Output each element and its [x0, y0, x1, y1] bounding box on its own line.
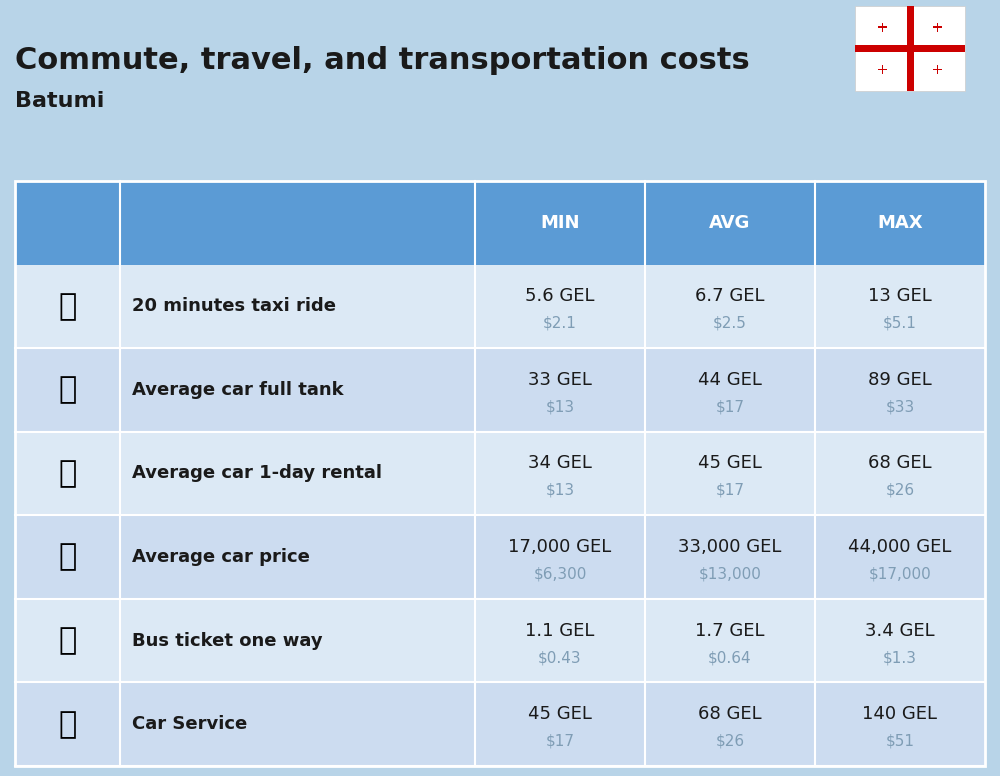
Text: MAX: MAX	[877, 213, 923, 232]
Bar	[15, 431, 985, 515]
Text: $5.1: $5.1	[883, 316, 917, 331]
Text: 6.7 GEL: 6.7 GEL	[695, 287, 765, 306]
Text: 1.1 GEL: 1.1 GEL	[525, 622, 595, 639]
Text: $26: $26	[885, 483, 915, 498]
Bar	[15, 181, 985, 265]
Text: $1.3: $1.3	[883, 650, 917, 665]
Bar	[15, 599, 985, 682]
Text: $0.64: $0.64	[708, 650, 752, 665]
Text: 🚗: 🚗	[58, 542, 77, 572]
Bar	[15, 348, 985, 431]
Bar	[15, 265, 985, 348]
Bar	[855, 6, 965, 91]
Text: 68 GEL: 68 GEL	[698, 705, 762, 723]
Text: $13,000: $13,000	[699, 566, 761, 581]
Bar	[0, 0, 1000, 181]
Bar	[937, 65, 938, 74]
Bar	[15, 181, 475, 265]
Text: 🚙: 🚙	[58, 459, 77, 488]
Text: 13 GEL: 13 GEL	[868, 287, 932, 306]
Text: 140 GEL: 140 GEL	[862, 705, 938, 723]
Bar	[15, 515, 985, 599]
Text: 3.4 GEL: 3.4 GEL	[865, 622, 935, 639]
Text: AVG: AVG	[709, 213, 751, 232]
Bar	[937, 23, 938, 32]
Bar	[878, 69, 887, 71]
Text: $2.5: $2.5	[713, 316, 747, 331]
Text: 45 GEL: 45 GEL	[528, 705, 592, 723]
Text: 44 GEL: 44 GEL	[698, 371, 762, 389]
Text: $13: $13	[545, 483, 575, 498]
Text: Average car price: Average car price	[132, 548, 310, 566]
Text: Commute, travel, and transportation costs: Commute, travel, and transportation cost…	[15, 46, 750, 75]
Text: 33 GEL: 33 GEL	[528, 371, 592, 389]
Text: Average car full tank: Average car full tank	[132, 381, 344, 399]
Text: 🚌: 🚌	[58, 626, 77, 655]
Bar	[933, 69, 942, 71]
Text: 33,000 GEL: 33,000 GEL	[678, 538, 782, 556]
Bar	[15, 682, 985, 766]
Text: Average car 1-day rental: Average car 1-day rental	[132, 465, 382, 483]
Text: 44,000 GEL: 44,000 GEL	[848, 538, 952, 556]
Text: Bus ticket one way: Bus ticket one way	[132, 632, 323, 650]
Bar	[907, 6, 914, 91]
Bar	[15, 181, 985, 766]
Bar	[933, 26, 942, 28]
Text: $0.43: $0.43	[538, 650, 582, 665]
Bar	[15, 181, 985, 766]
Text: Car Service: Car Service	[132, 715, 247, 733]
Text: 1.7 GEL: 1.7 GEL	[695, 622, 765, 639]
Text: 89 GEL: 89 GEL	[868, 371, 932, 389]
Bar	[878, 26, 887, 28]
Text: ⛽: ⛽	[58, 376, 77, 404]
Text: MIN: MIN	[540, 213, 580, 232]
Text: 45 GEL: 45 GEL	[698, 455, 762, 473]
Text: $17: $17	[546, 734, 574, 749]
Text: 20 minutes taxi ride: 20 minutes taxi ride	[132, 297, 336, 315]
Text: $26: $26	[715, 734, 745, 749]
Text: $33: $33	[885, 400, 915, 414]
Text: $13: $13	[545, 400, 575, 414]
Text: $17,000: $17,000	[869, 566, 931, 581]
Text: 🚕: 🚕	[58, 292, 77, 320]
Text: $17: $17	[716, 483, 744, 498]
Text: $2.1: $2.1	[543, 316, 577, 331]
Text: 34 GEL: 34 GEL	[528, 455, 592, 473]
Text: $17: $17	[716, 400, 744, 414]
Text: 68 GEL: 68 GEL	[868, 455, 932, 473]
Text: $6,300: $6,300	[533, 566, 587, 581]
Bar	[882, 23, 883, 32]
Text: 5.6 GEL: 5.6 GEL	[525, 287, 595, 306]
Bar	[855, 45, 965, 52]
Text: Batumi: Batumi	[15, 91, 104, 111]
Bar	[882, 65, 883, 74]
Text: 🔧: 🔧	[58, 710, 77, 739]
Text: 17,000 GEL: 17,000 GEL	[508, 538, 612, 556]
Text: $51: $51	[886, 734, 914, 749]
